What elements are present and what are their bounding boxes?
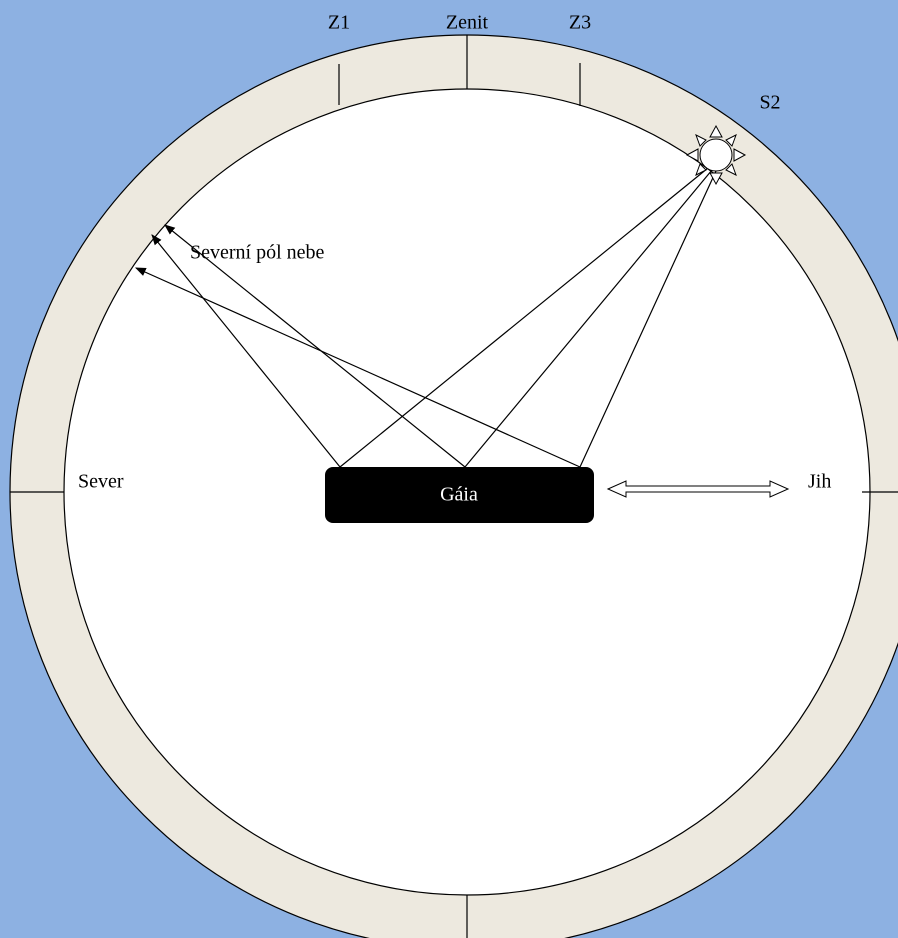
- label-z3: Z3: [569, 12, 591, 34]
- label-gaia: Gáia: [440, 484, 478, 506]
- label-jih: Jih: [808, 471, 831, 493]
- label-sever: Sever: [78, 471, 124, 493]
- label-s2: S2: [759, 92, 780, 114]
- sun: [687, 126, 745, 184]
- label-z1: Z1: [328, 12, 350, 34]
- label-zenit: Zenit: [446, 12, 489, 34]
- label-pole: Severní pól nebe: [190, 242, 325, 264]
- page: {"labels": {"z1": "Z1", "zenit": "Zenit"…: [0, 0, 898, 938]
- diagram: Z1 Zenit Z3 S2 Severní pól nebe Sever Ji…: [0, 0, 898, 938]
